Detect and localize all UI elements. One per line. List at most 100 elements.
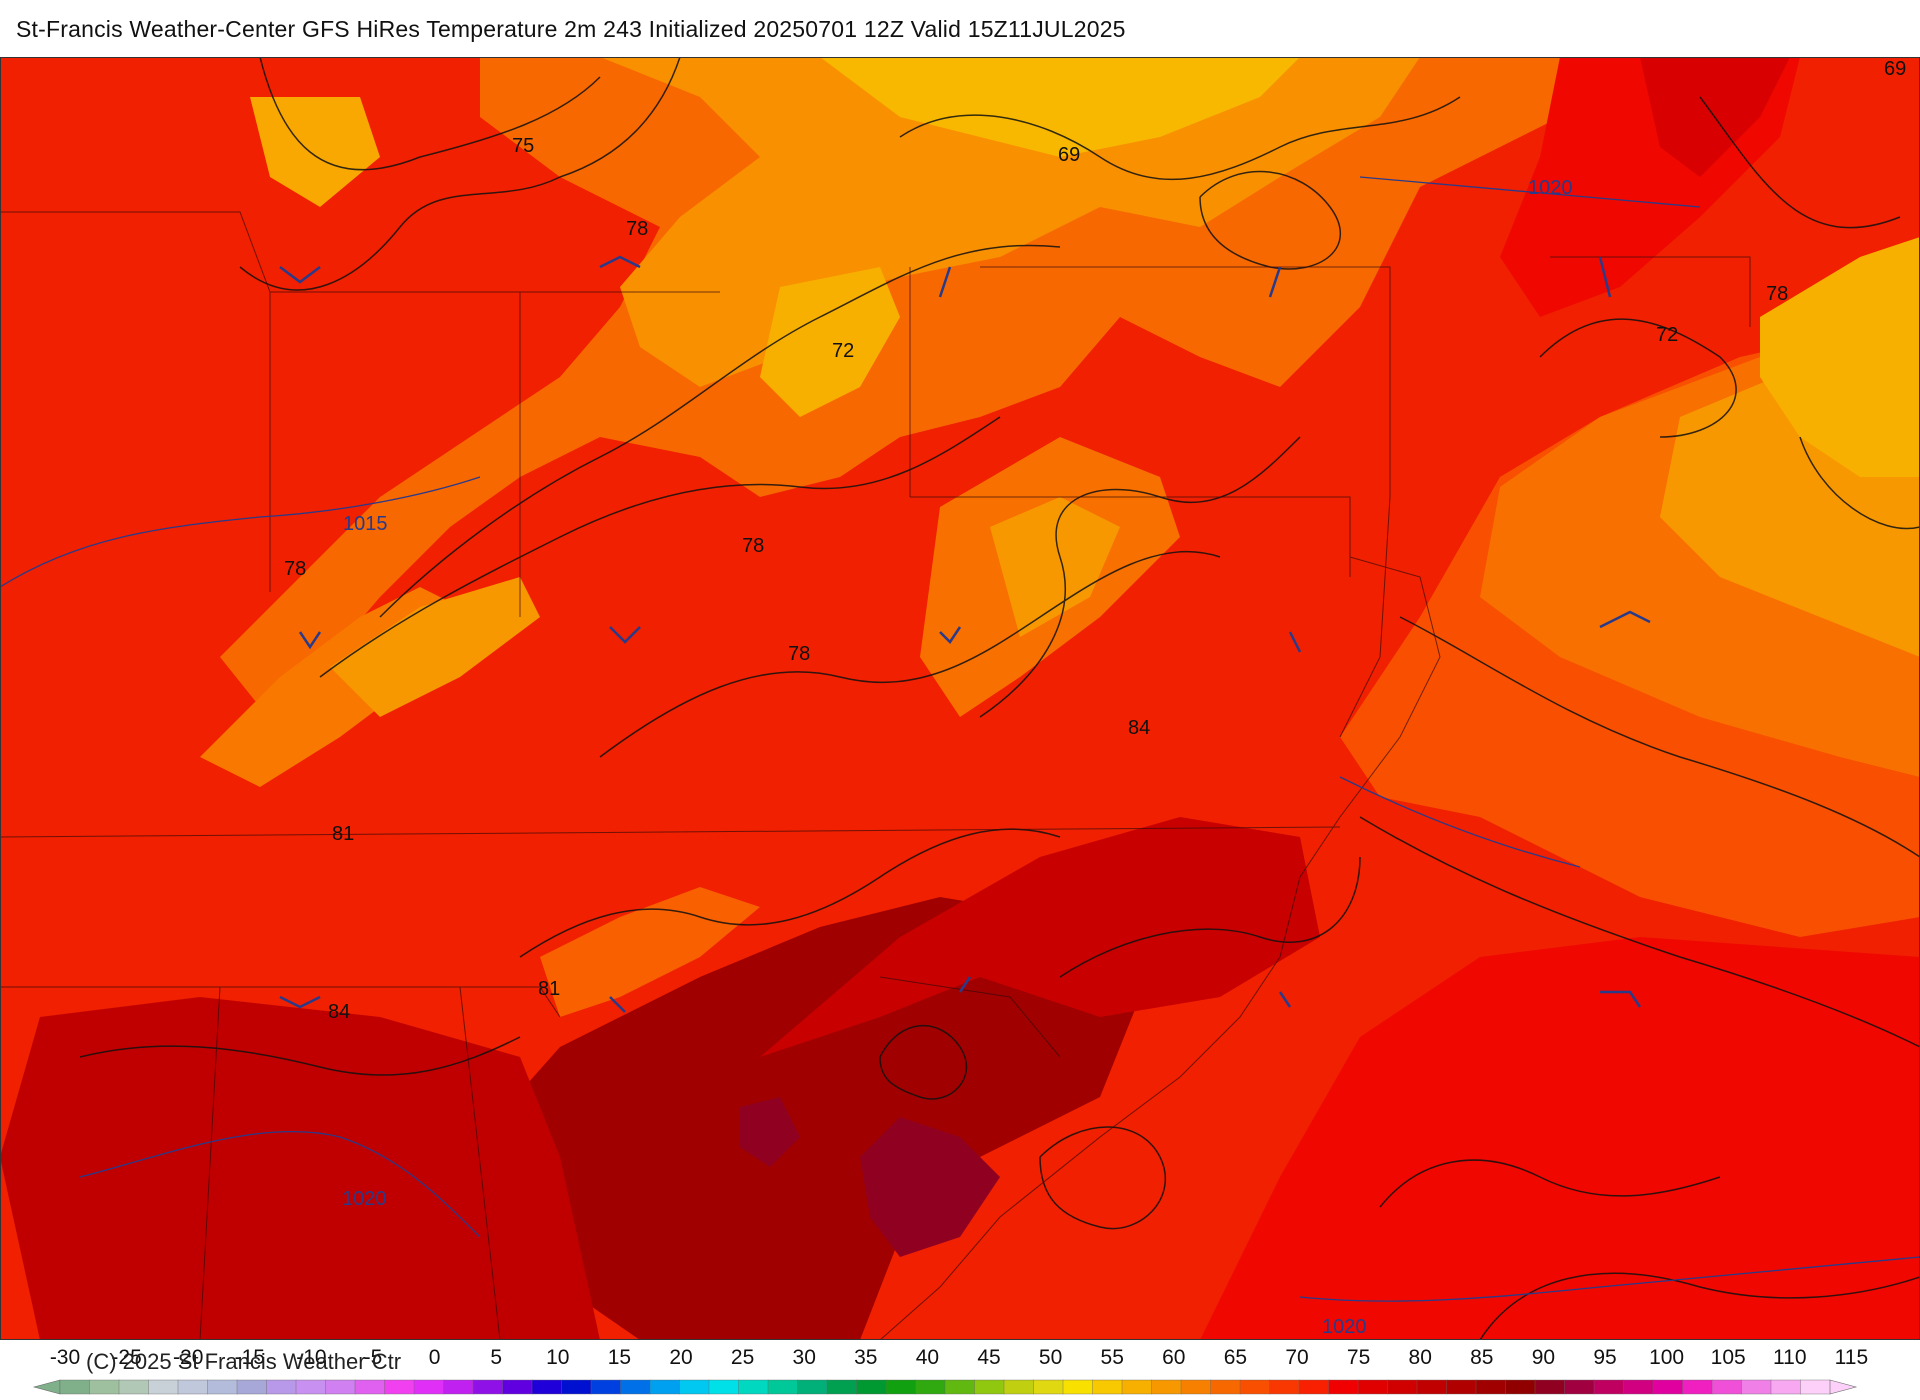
gold-patch-north	[820, 57, 1300, 157]
colorbar-swatch	[915, 1379, 946, 1395]
colorbar-tick-label: -20	[173, 1346, 203, 1369]
colorbar-tick-label: 95	[1593, 1346, 1616, 1369]
wind-barb	[599, 255, 641, 269]
colorbar-swatch	[620, 1379, 651, 1395]
contour-line	[259, 57, 601, 171]
colorbar-tick-label: 100	[1649, 1346, 1684, 1369]
colorbar-swatch	[738, 1379, 769, 1395]
colorbar-tick-label: 50	[1039, 1346, 1062, 1369]
contour-line	[599, 550, 1221, 758]
label-p1020c: 1020	[1322, 1316, 1367, 1338]
wind-barb	[1599, 610, 1651, 629]
label-t84a: 84	[1128, 717, 1150, 739]
label-t84b: 84	[328, 1001, 350, 1023]
colorbar-tick-label: 115	[1835, 1346, 1868, 1369]
colorbar: -30 -25 -20 -15 -10 -5 0 5 10 15 20 25 30 35 40 45 50 55 6…	[32, 1346, 1868, 1395]
colorbar-swatch	[1269, 1379, 1300, 1395]
wind-barb	[958, 976, 972, 993]
colorbar-swatch	[59, 1379, 91, 1395]
contour-line	[1799, 436, 1920, 530]
gold-patch-mid	[760, 267, 900, 417]
label-p1020b: 1020	[342, 1188, 387, 1210]
colorbar-swatch	[885, 1379, 917, 1395]
wind-barb	[938, 266, 952, 298]
contour-line	[239, 57, 681, 291]
contour-line	[1539, 318, 1737, 438]
wind-barb	[1600, 990, 1642, 1008]
colorbar-swatch	[1800, 1379, 1831, 1395]
colorbar-tick-label: -15	[235, 1346, 265, 1369]
hot-interior-south-2	[0, 997, 600, 1340]
colorbar-swatch	[826, 1379, 858, 1395]
cool-streak-sw	[540, 887, 760, 1017]
label-t81a: 81	[332, 823, 354, 845]
colorbar-swatch	[1623, 1379, 1654, 1395]
border-line	[980, 266, 1391, 497]
very-hot-core	[860, 1117, 1000, 1257]
temperature-contours	[79, 57, 1920, 1340]
colorbar-swatch	[207, 1379, 238, 1395]
wind-barb	[939, 626, 962, 644]
colorbar-swatch	[561, 1379, 592, 1395]
colorbar-swatch	[1770, 1379, 1802, 1395]
colorbar-tick-label: 45	[977, 1346, 1000, 1369]
ocean-gold	[1760, 237, 1920, 477]
colorbar-tick-label: 35	[854, 1346, 877, 1369]
colorbar-swatch	[413, 1379, 445, 1395]
border-line	[1550, 256, 1751, 327]
colorbar-swatch	[502, 1379, 533, 1395]
colorbar-swatch	[118, 1379, 150, 1395]
label-t78c: 78	[742, 535, 764, 557]
cool-streak-ridge-2	[990, 497, 1120, 637]
colorbar-swatch	[679, 1379, 710, 1395]
colorbar-swatch	[1003, 1379, 1035, 1395]
colorbar-swatch	[649, 1379, 681, 1395]
temperature-map: 75 78 69 69 72 78 78 78 78 72 84 81 81 8…	[0, 57, 1920, 1340]
colorbar-tick-labels: -30 -25 -20 -15 -10 -5 0 5 10 15 20 25 30 35 40 45 50 55 6…	[50, 1346, 1868, 1369]
colorbar-swatch	[1475, 1379, 1507, 1395]
colorbar-swatch	[1151, 1379, 1182, 1395]
colorbar-swatch	[1239, 1379, 1271, 1395]
wind-barbs	[279, 255, 1651, 1013]
colorbar-tick-label: 5	[490, 1346, 502, 1369]
border-line	[519, 291, 720, 617]
colorbar-tick-label: 70	[1285, 1346, 1308, 1369]
label-t72b: 72	[1656, 324, 1678, 346]
colorbar-swatch	[1593, 1379, 1625, 1395]
label-p1020a: 1020	[1528, 177, 1573, 199]
contour-line	[1039, 1126, 1167, 1230]
contour-line	[379, 244, 1061, 618]
temperature-labels: 75 78 69 69 72 78 78 78 78 72 84 81 81 8…	[284, 58, 1906, 1023]
wind-barb	[1278, 991, 1292, 1008]
label-t78b: 78	[284, 558, 306, 580]
colorbar-tick-label: -30	[50, 1346, 80, 1369]
colorbar-tick-label: 85	[1470, 1346, 1493, 1369]
colorbar-swatch	[531, 1379, 563, 1395]
colorbar-swatch	[1180, 1379, 1212, 1395]
colorbar-swatch	[1121, 1379, 1153, 1395]
colorbar-swatch	[797, 1379, 828, 1395]
colorbar-tick-label: 65	[1224, 1346, 1247, 1369]
colorbar-swatch	[767, 1379, 799, 1395]
colorbar-swatch	[89, 1379, 120, 1395]
colorbar-tick-label: 10	[546, 1346, 569, 1369]
colorbar-tick-label: 60	[1162, 1346, 1185, 1369]
label-t81b: 81	[538, 978, 560, 1000]
border-line	[879, 976, 1061, 1058]
colorbar-arrow-right	[1829, 1379, 1858, 1395]
colorbar-swatch	[1711, 1379, 1743, 1395]
wind-barb	[1598, 256, 1612, 298]
colorbar-swatch	[1033, 1379, 1064, 1395]
label-p1015: 1015	[343, 513, 388, 535]
contour-line	[319, 416, 1001, 678]
label-t75: 75	[512, 135, 534, 157]
colorbar-swatch	[354, 1379, 386, 1395]
colorbar-swatch	[1682, 1379, 1713, 1395]
colorbar-tick-label: -10	[296, 1346, 326, 1369]
colorbar-swatch	[1534, 1379, 1566, 1395]
isobar-line	[0, 476, 481, 588]
colorbar-arrow-left	[32, 1379, 61, 1395]
contour-line	[1379, 1159, 1721, 1208]
wind-barb	[609, 626, 641, 644]
colorbar-swatch	[944, 1379, 976, 1395]
